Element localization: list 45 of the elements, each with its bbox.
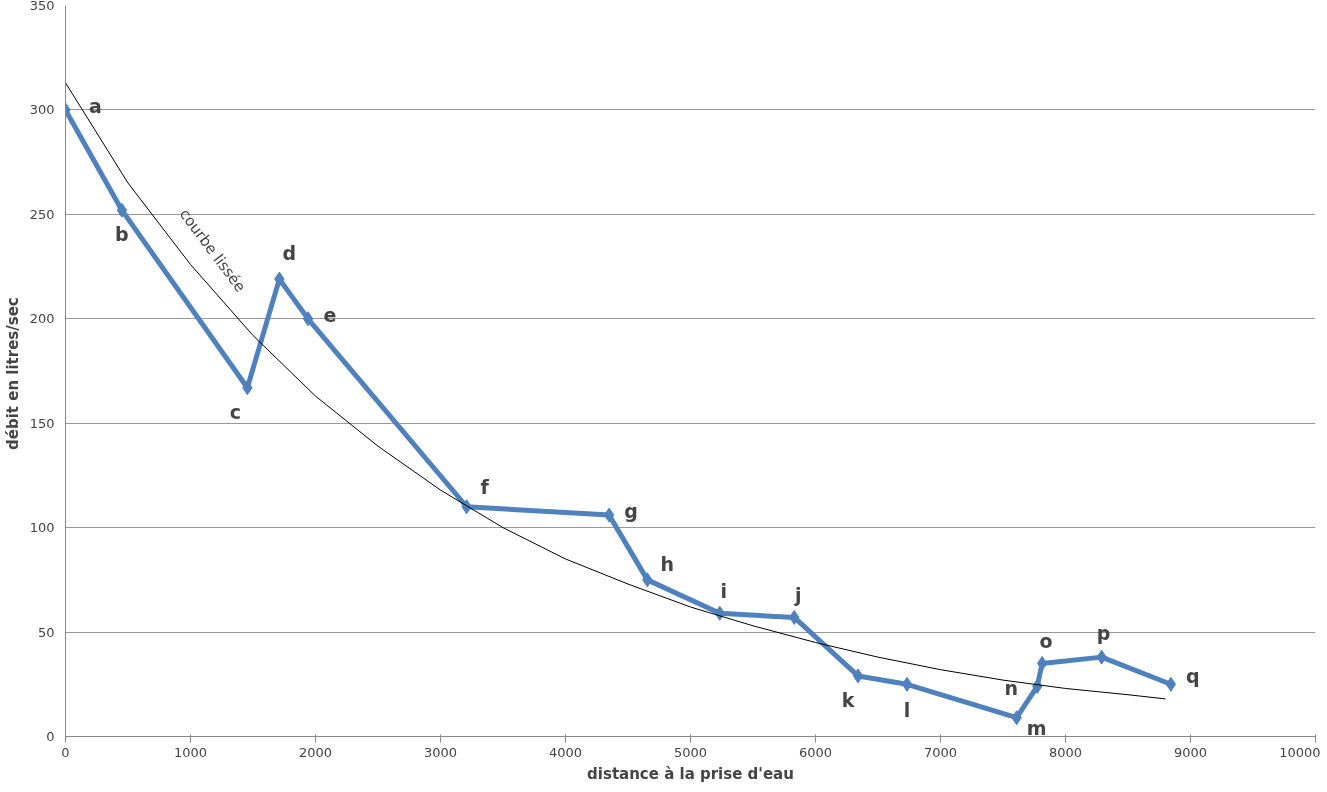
annotation: o xyxy=(1039,630,1053,653)
annotation: i xyxy=(720,580,728,603)
y-tick-label: 150 xyxy=(29,415,55,431)
annotation: q xyxy=(1186,665,1200,688)
point xyxy=(1036,655,1048,671)
y-tick-label: 50 xyxy=(37,624,55,640)
annotation: a xyxy=(89,94,102,117)
y-tick-label: 200 xyxy=(29,311,55,327)
annotation: j xyxy=(793,584,802,607)
y-tick-label: 300 xyxy=(29,102,55,118)
annotation: f xyxy=(480,475,490,498)
point xyxy=(603,507,615,523)
point xyxy=(901,676,913,692)
y-tick-label: 100 xyxy=(29,520,55,536)
point xyxy=(116,202,128,218)
x-tick-label: 3000 xyxy=(423,744,458,760)
annotation: k xyxy=(841,688,855,711)
y-tick-label: 350 xyxy=(29,0,55,13)
annotation: e xyxy=(323,303,337,326)
x-tick-label: 1000 xyxy=(173,744,208,760)
annotation: h xyxy=(660,552,675,575)
point xyxy=(1165,676,1177,692)
annotation: p xyxy=(1096,622,1111,645)
annotation: m xyxy=(1026,716,1047,739)
x-axis-title: distance à la prise d'eau xyxy=(587,764,794,783)
y-tick-label: 0 xyxy=(46,729,55,744)
point xyxy=(302,311,314,327)
annotation: c xyxy=(229,400,242,423)
annotation: b xyxy=(115,223,129,246)
x-tick-label: 2000 xyxy=(298,744,333,760)
x-tick-label: 9000 xyxy=(1173,744,1208,760)
annotation: d xyxy=(282,242,297,265)
point xyxy=(852,668,864,684)
y-tick-label: 250 xyxy=(29,206,55,222)
y-axis-title: débit en litres/sec xyxy=(3,297,22,450)
x-tick-label: 6000 xyxy=(798,744,833,760)
x-tick-label: 7000 xyxy=(923,744,958,760)
x-tick-label: 4000 xyxy=(548,744,583,760)
x-tick-label: 8000 xyxy=(1048,744,1083,760)
annotation: l xyxy=(903,699,911,722)
x-tick-label: 0 xyxy=(61,744,70,760)
annotation: g xyxy=(624,500,638,523)
annotation: n xyxy=(1004,677,1019,700)
x-tick-label: 5000 xyxy=(673,744,708,760)
x-tick-label: 10000 xyxy=(1279,744,1321,760)
